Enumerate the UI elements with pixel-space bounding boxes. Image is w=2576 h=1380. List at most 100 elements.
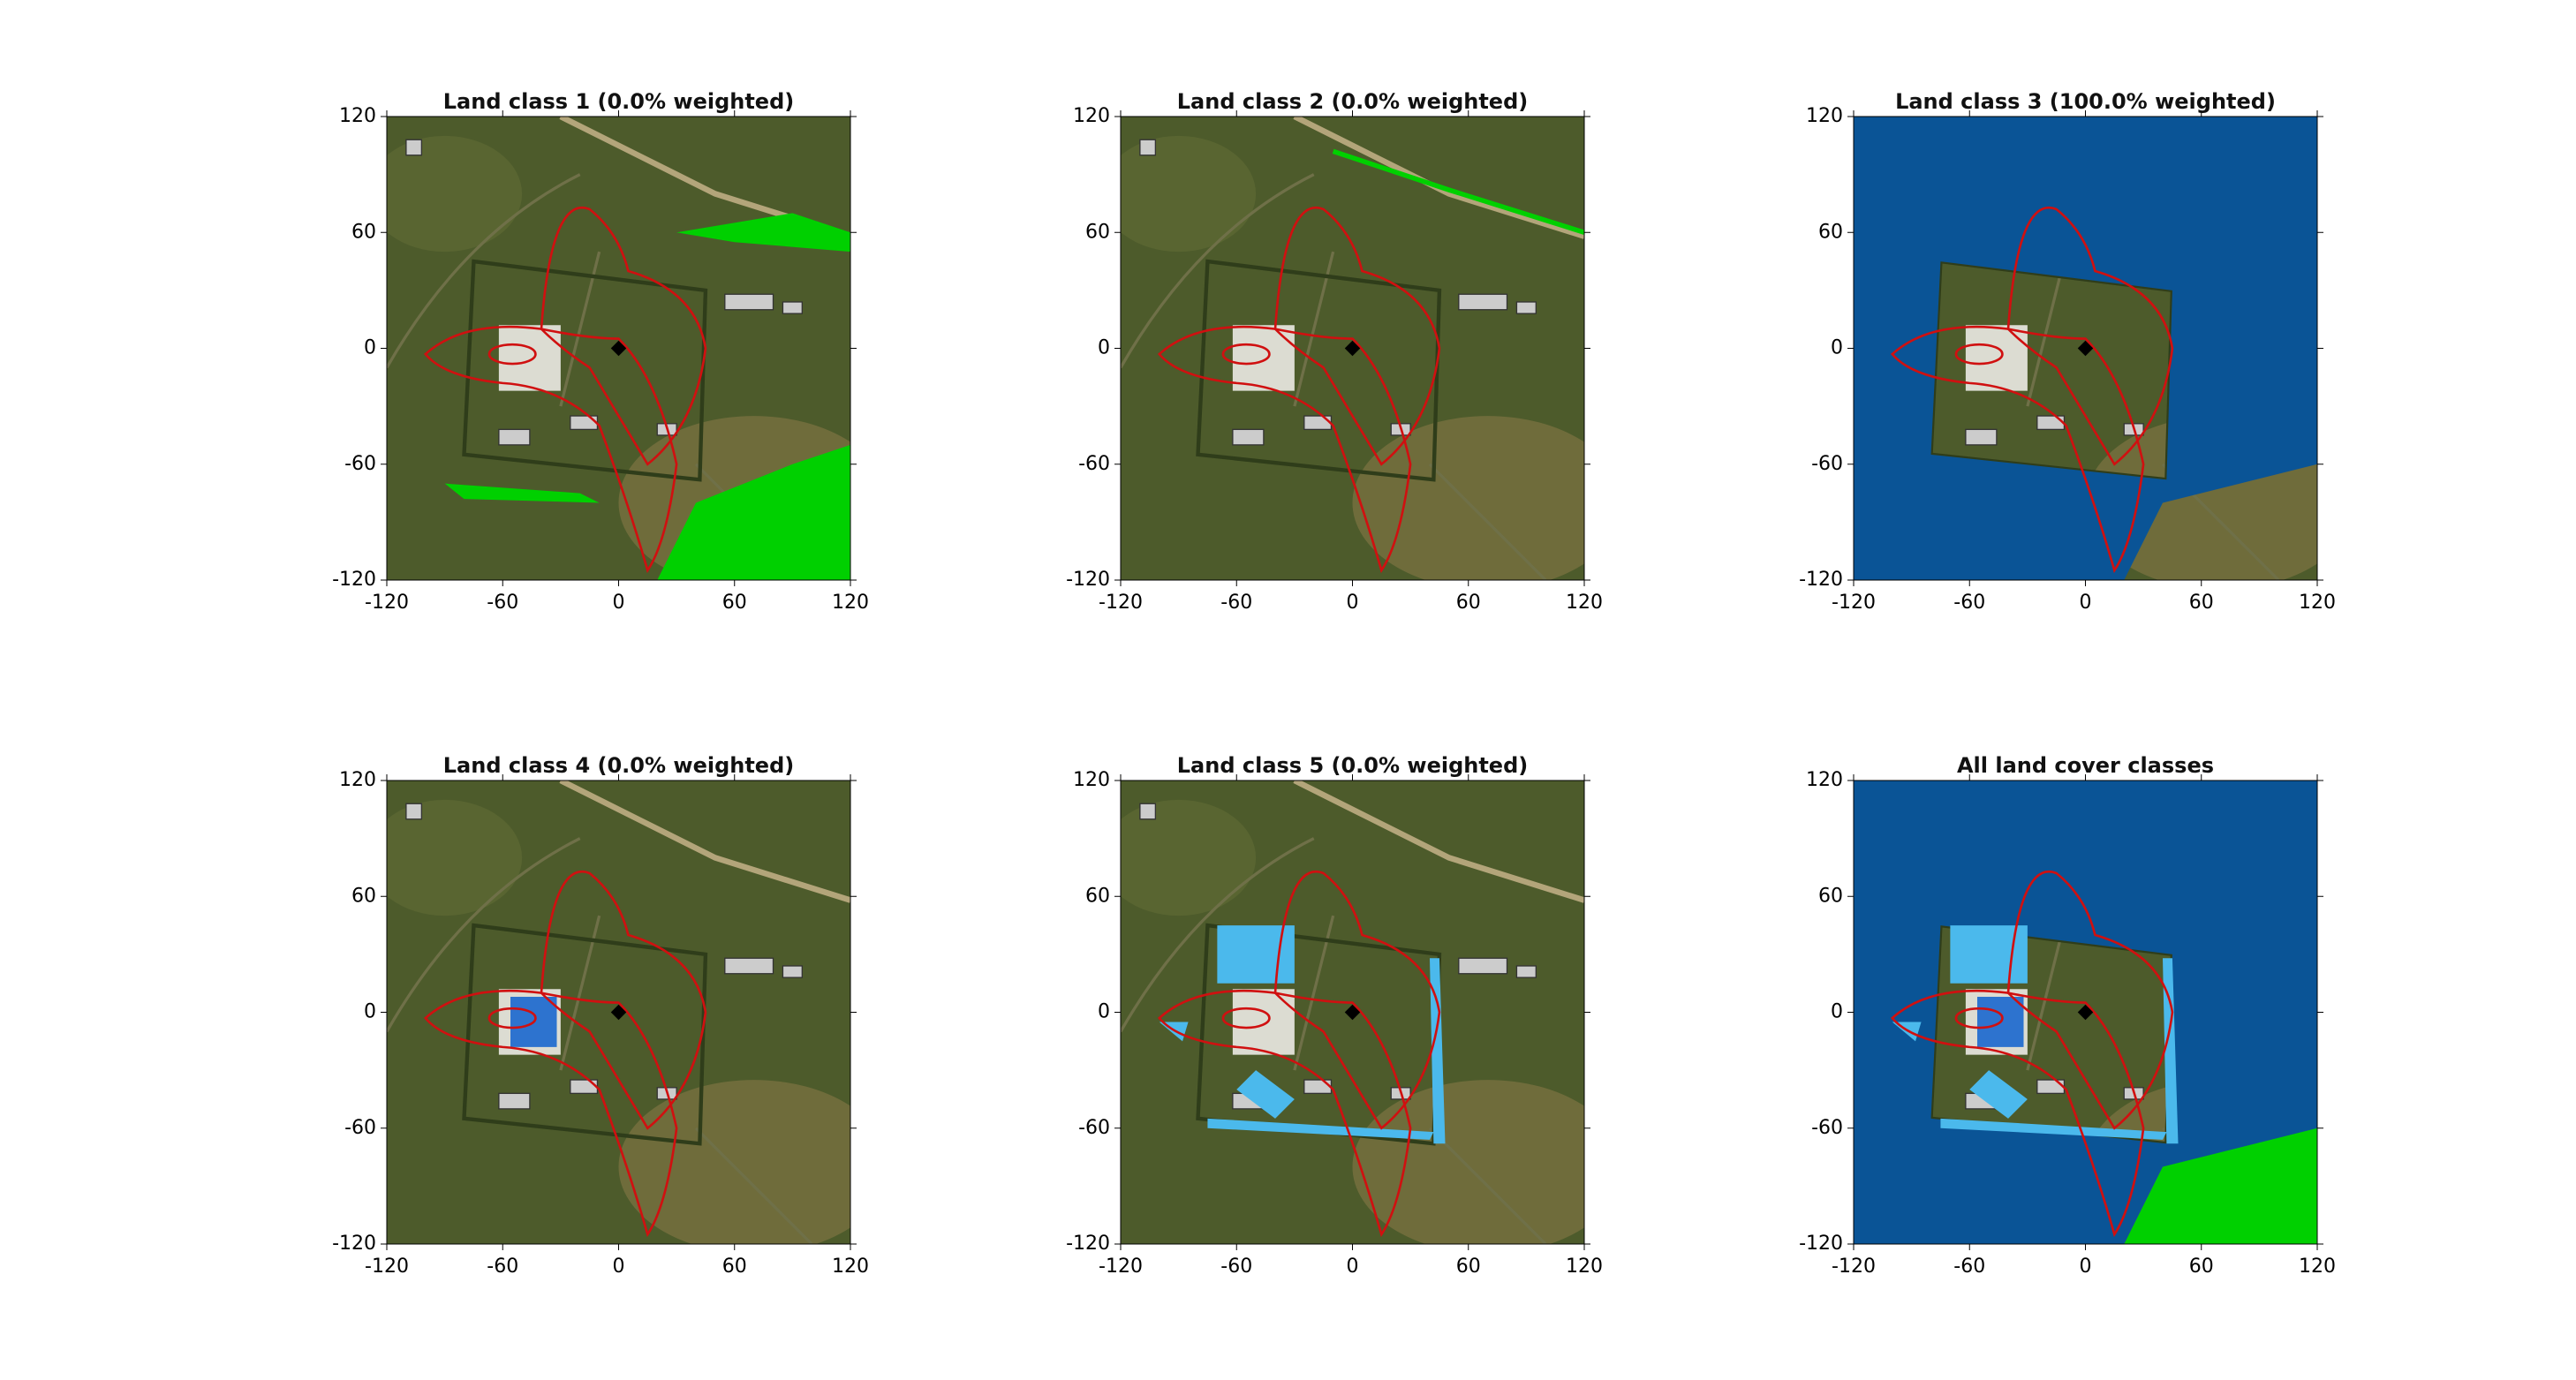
y-tick-label: 60 — [1085, 221, 1110, 243]
building — [405, 803, 423, 820]
panel-title: All land cover classes — [1957, 753, 2214, 778]
road — [1293, 117, 1584, 239]
class-5-cover — [1159, 925, 1446, 1144]
image-content — [1854, 780, 2317, 1244]
x-tick-label: -120 — [365, 592, 409, 614]
panel-title: Land class 5 (0.0% weighted) — [1177, 753, 1528, 778]
x-tick-label: 120 — [832, 1256, 869, 1278]
contour — [1221, 1007, 1271, 1029]
y-tick-label: 0 — [1098, 337, 1110, 359]
y-tick-label: 60 — [1818, 885, 1843, 907]
building — [1515, 301, 1537, 314]
building — [570, 1079, 599, 1095]
y-tick-label: 60 — [351, 885, 376, 907]
dry-field — [1121, 135, 1257, 253]
center-mark — [1344, 1004, 1361, 1021]
x-tick-label: 0 — [1347, 1256, 1359, 1278]
panel: -120 -60 0 60 120 -120 -60 0 60 120 Land class 2 (… — [1066, 89, 1603, 614]
center-mark — [1344, 340, 1361, 357]
dry-field — [618, 1080, 850, 1244]
building — [724, 957, 774, 975]
image — [387, 117, 850, 580]
compound — [1196, 259, 1442, 482]
y-tick-label: -120 — [332, 569, 376, 591]
center-mark — [2077, 1004, 2094, 1021]
contour — [1890, 989, 2145, 1238]
contour — [540, 871, 707, 1130]
building — [782, 301, 803, 314]
y-tick-label: 120 — [1073, 769, 1110, 791]
contour — [423, 989, 678, 1238]
image — [1121, 117, 1584, 580]
panel-title: Land class 4 (0.0% weighted) — [443, 753, 794, 778]
y-tick-label: 120 — [1806, 769, 1843, 791]
panel: -120 -60 0 60 120 -120 -60 0 60 120 Land class 4 (… — [332, 753, 869, 1278]
panel-title: Land class 1 (0.0% weighted) — [443, 89, 794, 114]
contour — [1221, 343, 1271, 366]
contour — [423, 325, 678, 574]
image — [1854, 117, 2317, 580]
panel: -120 -60 0 60 120 -120 -60 0 60 120 Land class 1 (… — [332, 89, 869, 614]
x-tick-label: 0 — [613, 592, 625, 614]
building — [724, 293, 774, 311]
x-tick-label: 120 — [1566, 1256, 1603, 1278]
x-tick-label: -120 — [365, 1256, 409, 1278]
contour — [487, 343, 537, 366]
dry-field — [387, 799, 523, 916]
building — [405, 139, 423, 156]
building — [1458, 293, 1508, 311]
x-tick-label: -120 — [1099, 1256, 1143, 1278]
building — [2036, 415, 2066, 431]
x-tick-label: 120 — [2299, 1256, 2336, 1278]
x-tick-label: 0 — [613, 1256, 625, 1278]
x-tick-label: 60 — [722, 592, 747, 614]
building — [570, 415, 599, 431]
x-tick-label: -120 — [1099, 592, 1143, 614]
x-tick-label: -60 — [1953, 1256, 1985, 1278]
y-tick-label: 0 — [1098, 1001, 1110, 1023]
image-content — [387, 780, 850, 1244]
x-tick-label: 60 — [2189, 1256, 2214, 1278]
class-2-cover — [1332, 148, 1584, 235]
y-tick-label: -120 — [1799, 569, 1843, 591]
y-tick-label: -60 — [1078, 453, 1110, 475]
road — [559, 780, 850, 903]
center-mark — [610, 1004, 627, 1021]
y-tick-label: -60 — [1811, 1117, 1843, 1139]
compound — [462, 923, 708, 1146]
y-tick-label: -120 — [332, 1233, 376, 1255]
y-tick-label: 120 — [1073, 105, 1110, 127]
contour — [1157, 989, 1412, 1238]
y-tick-label: -120 — [1066, 1233, 1110, 1255]
building — [782, 965, 803, 978]
road — [1293, 780, 1584, 903]
compound — [462, 259, 708, 482]
x-tick-label: 120 — [2299, 592, 2336, 614]
y-tick-label: -60 — [344, 1117, 376, 1139]
panel-title: Land class 3 (100.0% weighted) — [1895, 89, 2276, 114]
class-1-cover — [444, 213, 850, 580]
y-tick-label: 120 — [339, 105, 376, 127]
x-tick-label: -60 — [1220, 592, 1252, 614]
white-field — [1232, 325, 1295, 391]
building — [2036, 1079, 2066, 1095]
contour — [2006, 207, 2174, 466]
y-tick-label: -60 — [1811, 453, 1843, 475]
dry-field — [387, 135, 523, 253]
contour — [1954, 343, 2004, 366]
building — [1303, 415, 1333, 431]
x-tick-label: 0 — [2080, 592, 2092, 614]
x-tick-label: 60 — [722, 1256, 747, 1278]
panel: -120 -60 0 60 120 -120 -60 0 60 120 All land cover… — [1799, 753, 2336, 1278]
building — [1515, 965, 1537, 978]
y-tick-label: 120 — [1806, 105, 1843, 127]
y-tick-label: 0 — [1831, 337, 1843, 359]
image-content — [1121, 117, 1584, 580]
x-tick-label: 60 — [1456, 592, 1481, 614]
building — [1965, 428, 1998, 446]
contour — [1157, 325, 1412, 574]
building — [1303, 1079, 1333, 1095]
panel: -120 -60 0 60 120 -120 -60 0 60 120 Land class 5 (… — [1066, 753, 1603, 1278]
y-tick-label: 60 — [1818, 221, 1843, 243]
contour — [1954, 1007, 2004, 1029]
